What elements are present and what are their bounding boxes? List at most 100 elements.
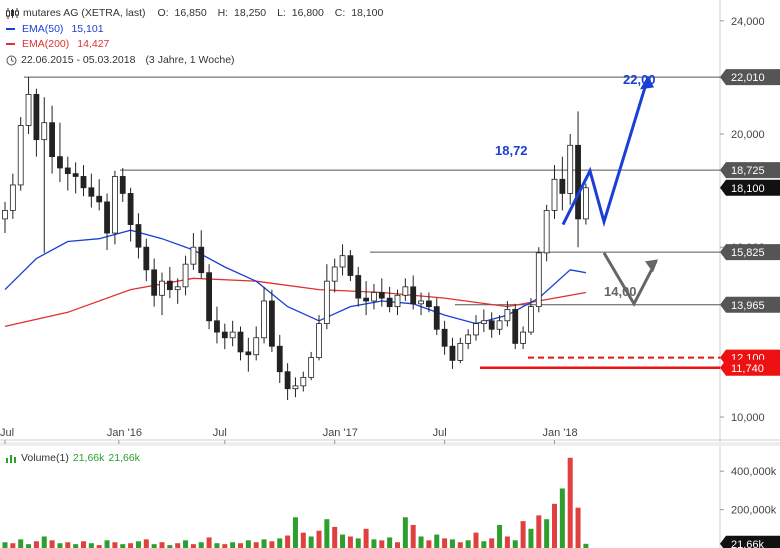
level-tag xyxy=(720,296,780,313)
candle-body xyxy=(41,122,48,141)
candle xyxy=(17,117,24,191)
candle-body xyxy=(261,300,267,339)
level-tag-label: 11,740 xyxy=(731,363,764,375)
candle xyxy=(182,255,189,296)
candle xyxy=(261,286,267,344)
candle-body xyxy=(449,345,456,361)
candle-body xyxy=(17,125,24,186)
level-tag xyxy=(720,244,780,261)
candle xyxy=(33,88,40,157)
candle-body xyxy=(496,320,503,330)
volume-bar xyxy=(426,540,432,548)
volume-bar xyxy=(128,543,134,548)
volume-bar xyxy=(395,542,400,548)
close-label: C: xyxy=(334,7,346,19)
candle-body xyxy=(245,351,252,356)
candle xyxy=(229,320,236,347)
volume-bar xyxy=(261,539,267,548)
candle-body xyxy=(190,246,197,265)
volume-bar xyxy=(57,543,63,548)
volume-bar xyxy=(504,536,510,548)
candle xyxy=(253,326,260,361)
volume-bar xyxy=(457,542,463,548)
candle xyxy=(25,77,32,134)
volume-bar xyxy=(214,543,220,548)
volume-bar xyxy=(135,541,141,548)
volume-bar xyxy=(324,519,330,548)
candle-body xyxy=(166,280,173,291)
instrument-name: mutares AG (XETRA, last) xyxy=(23,7,146,19)
candle xyxy=(80,165,87,197)
volume-bar xyxy=(387,537,393,548)
volume-bar xyxy=(49,540,55,548)
candle-body xyxy=(410,286,417,305)
candle xyxy=(276,334,283,384)
candle xyxy=(308,351,315,381)
volume-bar xyxy=(10,543,16,548)
x-tick-label: Jan '16 xyxy=(107,427,142,439)
bullish-arrowhead xyxy=(640,75,654,90)
volume-bar xyxy=(520,521,526,548)
y-tick-label: 20,000 xyxy=(731,129,765,141)
candle-body xyxy=(323,280,330,325)
low-value: 16,800 xyxy=(291,7,324,19)
ema200-label: EMA(200) xyxy=(22,38,70,50)
candle-body xyxy=(135,224,142,248)
x-axis-ticks: Jul Jan '16 Jul Jan '17 Jul Jan '18 xyxy=(0,427,578,444)
candle xyxy=(543,204,550,262)
candle xyxy=(127,187,134,242)
y-tick-label: 10,000 xyxy=(731,412,765,424)
candle xyxy=(378,278,385,307)
high-label: H: xyxy=(217,7,229,19)
candle-body xyxy=(33,93,40,141)
bearish-scenario-arrow xyxy=(602,252,658,307)
candle-body xyxy=(425,300,432,308)
candle xyxy=(96,179,103,211)
volume-bar xyxy=(26,544,32,548)
volume-bar xyxy=(222,544,228,548)
candle xyxy=(64,156,71,191)
volume-bar xyxy=(41,536,47,548)
candle xyxy=(119,167,126,202)
x-tick-label: Jan '18 xyxy=(543,427,578,439)
candle xyxy=(559,156,566,211)
level-tag xyxy=(720,359,780,376)
candle xyxy=(449,337,456,369)
candle-body xyxy=(543,210,550,254)
annotation-label: 14,00 xyxy=(604,284,637,299)
open-label: O: xyxy=(157,7,169,19)
ohlc-values: O: 16,850 H: 18,250 L: 16,800 C: 18,100 xyxy=(150,7,384,19)
volume-bar xyxy=(473,532,479,548)
candle xyxy=(567,134,574,205)
candle-body xyxy=(465,334,472,344)
volume-bar xyxy=(120,544,126,548)
candle xyxy=(535,247,542,313)
candle-body xyxy=(316,323,322,358)
candle xyxy=(441,320,448,355)
volume-bar xyxy=(363,528,369,548)
candle xyxy=(410,275,417,310)
legend-ema50: EMA(50) 15,101 xyxy=(6,22,104,36)
volume-bar xyxy=(497,524,503,548)
candle-body xyxy=(331,266,338,282)
candle-body xyxy=(339,255,346,268)
volume-bar xyxy=(355,538,361,548)
candle xyxy=(371,283,377,310)
volume-bar xyxy=(151,544,157,548)
candle xyxy=(9,173,16,219)
volume-bar xyxy=(285,535,291,548)
candle xyxy=(551,165,558,219)
volume-tick-label: 200,000k xyxy=(731,505,777,517)
bullish-scenario-arrow xyxy=(561,76,650,228)
candle xyxy=(237,326,244,361)
candle-body xyxy=(221,331,228,339)
volume-bar xyxy=(340,534,346,548)
volume-bar xyxy=(2,542,8,548)
candle-body xyxy=(64,167,71,175)
volume-bar xyxy=(465,540,471,548)
candle-body xyxy=(300,376,307,387)
volume-bar xyxy=(143,539,149,548)
candle-body xyxy=(229,331,236,339)
candle-body xyxy=(567,144,574,194)
candle xyxy=(339,244,346,276)
